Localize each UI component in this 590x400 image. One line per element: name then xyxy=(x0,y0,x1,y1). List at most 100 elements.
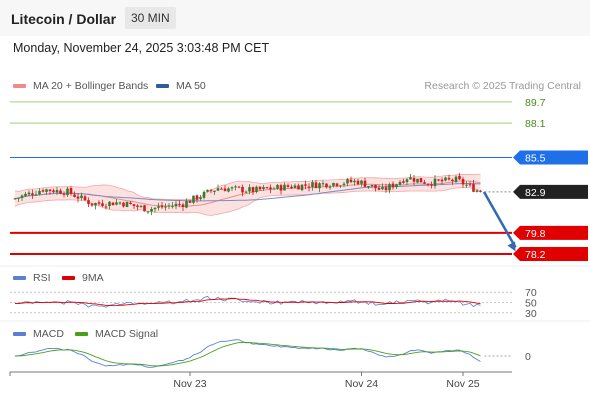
candle-body xyxy=(125,202,129,208)
rsi-level-label: 50 xyxy=(525,298,537,310)
candle-body xyxy=(13,198,17,200)
candle-body xyxy=(192,195,195,203)
candle-body xyxy=(391,183,395,188)
candle-body xyxy=(83,196,87,200)
candle-body xyxy=(202,191,206,198)
candle-body xyxy=(139,205,143,207)
candle-body xyxy=(416,178,419,183)
candle-body xyxy=(153,207,157,210)
candle-body xyxy=(405,179,409,183)
candle-body xyxy=(307,186,311,188)
candle-body xyxy=(146,211,150,213)
legend-swatch xyxy=(13,276,26,280)
candle-body xyxy=(108,201,111,206)
chart-header: Litecoin / Dollar 30 MIN xyxy=(0,0,590,36)
bollinger-upper xyxy=(14,173,481,200)
macd-level-label: 0 xyxy=(525,351,531,363)
candle-body xyxy=(290,186,293,189)
candle-body xyxy=(157,206,160,208)
candle-body xyxy=(66,188,69,196)
candle-body xyxy=(227,188,230,192)
candle-body xyxy=(454,176,458,182)
candle-body xyxy=(447,177,451,180)
candle-body xyxy=(321,183,325,185)
legend-swatch xyxy=(156,84,169,88)
candle-body xyxy=(129,202,132,205)
candle-body xyxy=(80,195,83,199)
candle-body xyxy=(230,187,234,189)
candle-body xyxy=(398,181,402,185)
candle-body xyxy=(286,185,290,187)
legend-9ma: 9MA xyxy=(62,272,104,284)
candle-body xyxy=(199,197,202,200)
forecast-arrow-head xyxy=(507,241,516,252)
candle-body xyxy=(465,184,468,186)
candle-body xyxy=(395,184,398,188)
candle-body xyxy=(325,183,328,188)
ma50-line xyxy=(14,183,481,202)
candle-body xyxy=(188,200,192,203)
candle-body xyxy=(437,179,440,181)
candle-body xyxy=(143,205,146,212)
candle-body xyxy=(339,185,342,187)
candle-body xyxy=(69,188,73,195)
macd-signal-line xyxy=(14,341,481,367)
candle-body xyxy=(17,197,20,199)
candle-body xyxy=(174,203,178,206)
legend-rsi: RSI xyxy=(13,272,51,284)
candle-body xyxy=(216,188,220,191)
candle-body xyxy=(377,188,381,190)
candle-body xyxy=(41,190,45,192)
candle-body xyxy=(164,206,167,208)
candle-body xyxy=(115,202,118,205)
candle-body xyxy=(314,182,318,188)
legend-swatch xyxy=(13,84,26,88)
candle-body xyxy=(167,205,171,207)
candle-body xyxy=(27,192,31,195)
candle-body xyxy=(440,179,444,182)
candle-body xyxy=(160,205,164,208)
candle-body xyxy=(178,203,181,205)
legend-label: RSI xyxy=(33,272,51,284)
candle-body xyxy=(97,202,101,204)
legend-ma20: MA 20 + Bollinger Bands xyxy=(13,80,148,92)
x-tick-label: Nov 25 xyxy=(446,378,479,390)
candle-body xyxy=(132,204,136,206)
legend-label: MA 20 + Bollinger Bands xyxy=(33,80,149,92)
level-tag-support xyxy=(513,225,588,240)
candle-body xyxy=(318,183,321,189)
candle-body xyxy=(272,188,276,190)
legend-swatch xyxy=(62,276,75,280)
candle-body xyxy=(265,187,269,189)
legend-swatch xyxy=(13,332,26,336)
candle-body xyxy=(45,189,48,192)
legend-label: MA 50 xyxy=(176,80,206,92)
candle-body xyxy=(52,190,55,193)
candle-body xyxy=(223,188,227,192)
candle-body xyxy=(24,193,27,197)
candle-body xyxy=(297,185,300,190)
candle-body xyxy=(185,201,188,208)
legend-macd: MACD xyxy=(13,328,64,340)
candle-body xyxy=(48,189,52,192)
candle-body xyxy=(244,191,248,193)
level-tag-support xyxy=(513,247,588,262)
candle-body xyxy=(209,190,213,192)
candle-body xyxy=(251,187,255,193)
rsi-level-label: 70 xyxy=(525,287,537,299)
candle-body xyxy=(73,194,76,197)
timeframe-button[interactable]: 30 MIN xyxy=(125,7,176,29)
candle-body xyxy=(430,184,433,186)
level-label: 78.2 xyxy=(525,249,546,261)
candle-body xyxy=(269,187,272,190)
candle-body xyxy=(206,189,209,192)
candle-body xyxy=(213,190,216,192)
legend-label: MACD Signal xyxy=(95,328,159,340)
x-tick-label: Nov 23 xyxy=(173,378,206,390)
candle-body xyxy=(62,193,66,195)
candle-body xyxy=(258,186,262,190)
candle-body xyxy=(195,195,199,200)
candle-body xyxy=(279,185,283,191)
candle-body xyxy=(367,186,370,188)
